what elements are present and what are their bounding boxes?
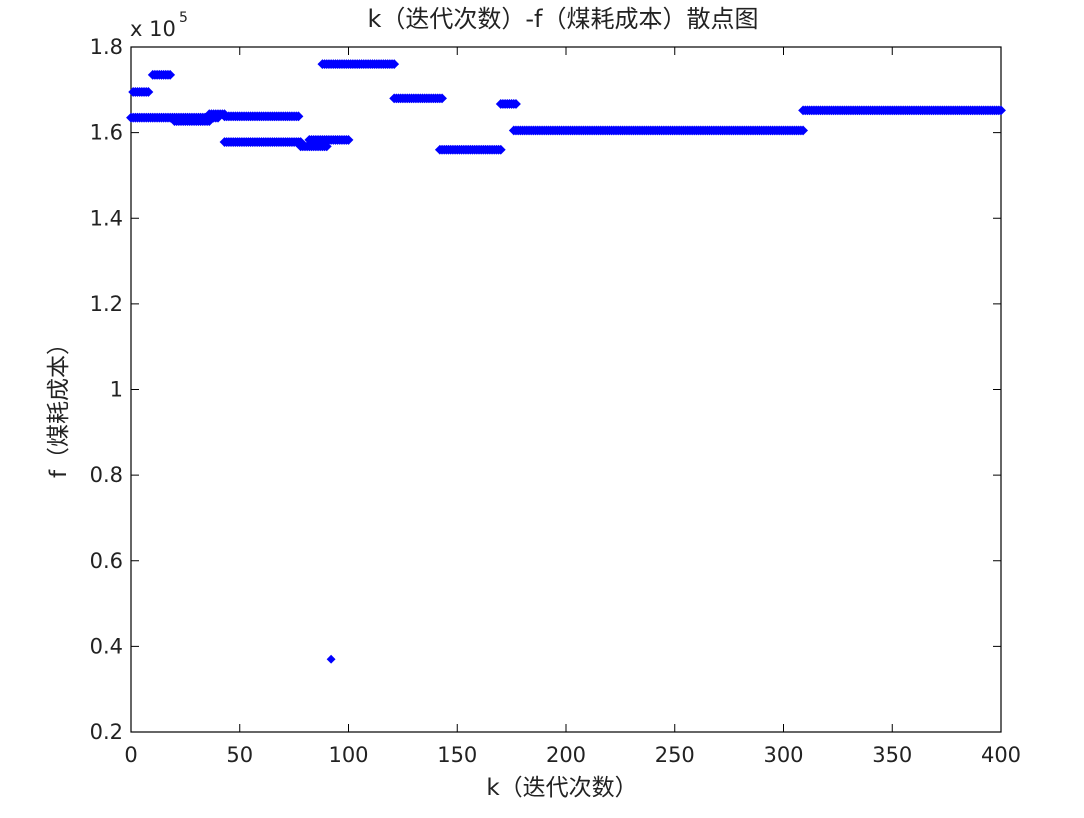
y-axis-label: f（煤耗成本） [46, 332, 72, 478]
data-point [495, 144, 506, 155]
data-point-outlier [326, 654, 336, 664]
data-point [165, 69, 176, 80]
x-tick-label: 300 [763, 743, 803, 767]
data-points [126, 59, 1006, 664]
y-tick-label: 1.2 [90, 292, 123, 316]
y-tick-label: 1.6 [90, 121, 123, 145]
plot-frame [130, 46, 1002, 733]
x-tick-label: 200 [546, 743, 586, 767]
y-tick-label: 0.8 [90, 463, 123, 487]
data-point [143, 87, 154, 97]
x-tick-label: 400 [981, 743, 1021, 767]
data-point [293, 111, 304, 122]
plot-area: 0 50 100 150 200 250 300 350 400 0.2 0.4 0.6 0.8 1 1.… [90, 35, 1021, 767]
y-tick-label: 0.6 [90, 549, 123, 573]
data-point [343, 134, 354, 145]
data-point [798, 125, 808, 136]
x-tick-label: 150 [437, 743, 477, 767]
x-tick-label: 0 [124, 743, 137, 767]
x-axis: 0 50 100 150 200 250 300 350 400 [124, 47, 1021, 767]
y-axis: 0.2 0.4 0.6 0.8 1 1.2 1.4 1.6 1.8 [90, 35, 1001, 744]
data-point [511, 99, 521, 109]
x-tick-label: 350 [872, 743, 912, 767]
y-multiplier-exponent: 5 [179, 10, 188, 26]
x-tick-label: 100 [328, 743, 368, 767]
data-point [996, 105, 1006, 116]
data-point [437, 93, 447, 104]
x-axis-label: k（迭代次数） [486, 775, 637, 801]
chart-title: k（迭代次数）-f（煤耗成本）散点图 [367, 5, 758, 33]
x-tick-label: 250 [655, 743, 695, 767]
y-tick-label: 0.2 [90, 720, 123, 744]
y-tick-label: 0.4 [90, 634, 123, 658]
x-tick-label: 50 [226, 743, 253, 767]
y-tick-label: 1.8 [90, 35, 123, 59]
data-point [389, 59, 400, 70]
y-tick-label: 1 [110, 378, 123, 402]
y-tick-label: 1.4 [90, 206, 123, 230]
y-multiplier-base: x 10 [130, 17, 176, 41]
